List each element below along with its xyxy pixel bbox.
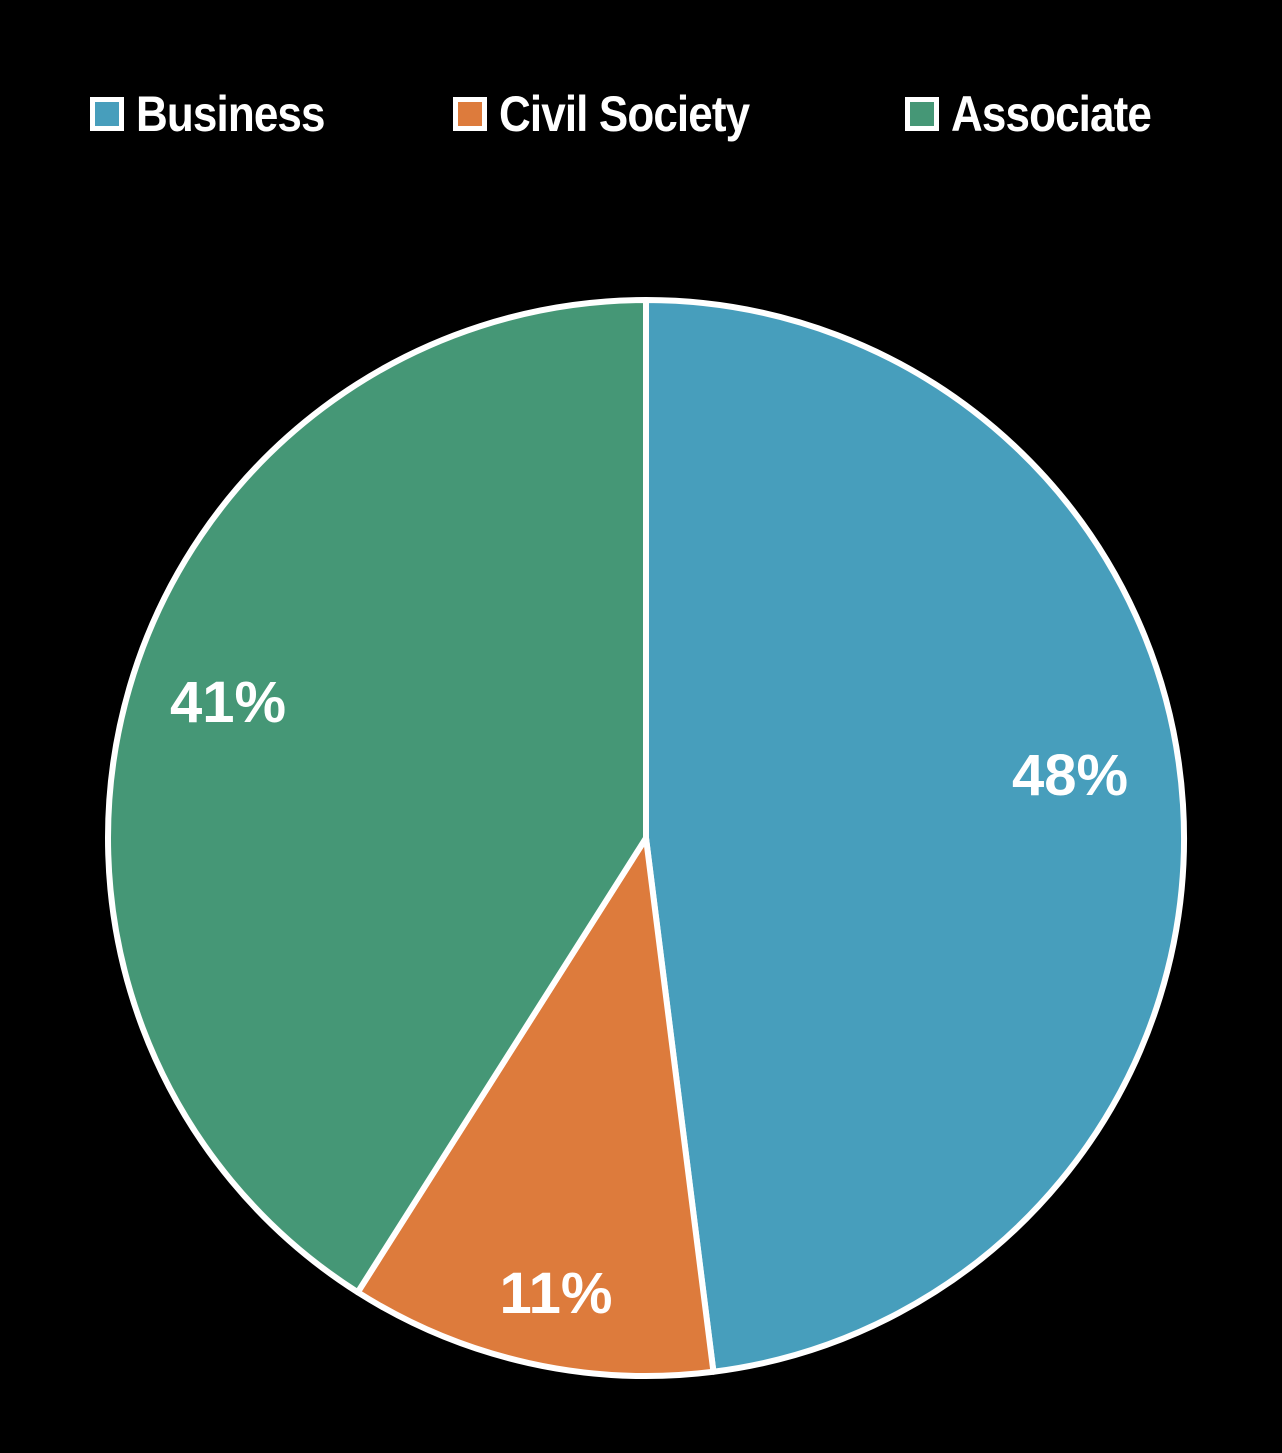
- legend-swatch-business: [90, 97, 124, 131]
- legend-swatch-associate: [905, 97, 939, 131]
- slice-label-business: 48%: [1012, 743, 1128, 808]
- legend-item-associate[interactable]: Associate: [905, 84, 1178, 144]
- legend-label-civil-society: Civil Society: [499, 86, 750, 142]
- pie-slices: [105, 297, 1187, 1379]
- slice-label-civil-society: 11%: [500, 1261, 613, 1326]
- legend-label-associate: Associate: [951, 86, 1152, 142]
- slice-label-associate: 41%: [170, 670, 286, 735]
- legend-item-civil-society[interactable]: Civil Society: [453, 84, 783, 144]
- legend-item-business[interactable]: Business: [90, 84, 350, 144]
- legend-swatch-civil-society: [453, 97, 487, 131]
- legend-label-business: Business: [136, 86, 325, 142]
- pie-slice-civil-society[interactable]: [354, 835, 717, 1379]
- pie-slice-associate[interactable]: [105, 297, 649, 1296]
- pie-slice-business[interactable]: [643, 297, 1187, 1375]
- chart-legend: Business Civil Society Associate: [0, 84, 1282, 144]
